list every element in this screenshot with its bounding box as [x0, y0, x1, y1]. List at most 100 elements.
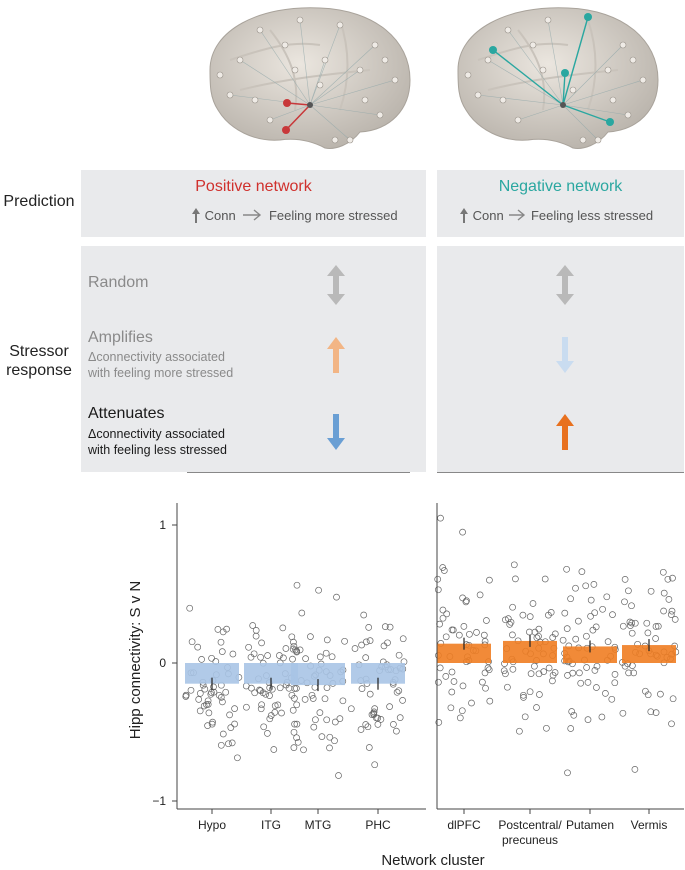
scatter-point: [473, 629, 480, 636]
scatter-point: [210, 683, 217, 691]
scatter-point: [583, 632, 590, 640]
scatter-point: [535, 670, 543, 678]
scatter-point: [364, 723, 372, 731]
scatter-point: [223, 625, 230, 633]
scatter-point: [479, 678, 486, 686]
scatter-point: [310, 723, 318, 731]
scatter-point: [217, 741, 225, 749]
scatter-point: [271, 702, 279, 710]
scatter-point: [434, 586, 442, 594]
y-tick-label: −1: [152, 794, 166, 808]
scatter-point: [393, 688, 401, 696]
scatter-point: [289, 706, 297, 714]
scatter-point: [266, 684, 274, 692]
scatter-point: [257, 705, 265, 713]
scatter-point: [502, 616, 509, 624]
scatter-point: [219, 730, 227, 738]
stressor-response-label: Stressor response: [0, 342, 78, 380]
scatter-point: [531, 628, 539, 636]
bar: [351, 663, 405, 684]
y-tick-label: 0: [159, 656, 166, 670]
scatter-point: [308, 691, 316, 699]
scatter-point: [393, 727, 400, 735]
x-tick-label: precuneus: [502, 833, 558, 847]
scatter-point: [598, 713, 606, 721]
scatter-point: [668, 720, 675, 728]
scatter-point: [312, 716, 319, 724]
scatter-point: [456, 714, 464, 722]
scatter-point: [669, 695, 677, 703]
scatter-point: [529, 600, 537, 607]
scatter-point: [229, 650, 237, 658]
scatter-point: [377, 716, 385, 723]
bar: [563, 646, 617, 663]
scatter-point: [209, 718, 216, 726]
scatter-point: [531, 662, 538, 670]
scatter-point: [250, 650, 258, 658]
scatter-point: [300, 746, 307, 754]
x-tick-label: Hypo: [198, 818, 226, 832]
scatter-point: [435, 678, 442, 686]
scatter-point: [293, 685, 300, 692]
positive-prediction: Conn Feeling more stressed: [191, 206, 398, 224]
scatter-point: [194, 643, 202, 651]
scatter-point: [578, 568, 586, 575]
right-arrow-icon: [243, 209, 262, 221]
scatter-point: [526, 613, 534, 620]
scatter-point: [182, 693, 190, 700]
scatter-point: [590, 581, 598, 588]
scatter-point: [301, 696, 309, 703]
positive-response-panel: Random Amplifies Δconnectivity associate…: [81, 246, 426, 472]
x-tick-label: Vermis: [631, 818, 668, 832]
scatter-point: [200, 702, 208, 710]
scatter-point: [384, 639, 391, 647]
scatter-point: [222, 688, 230, 696]
scatter-point: [592, 623, 600, 631]
scatter-point: [290, 728, 298, 736]
random-label: Random: [88, 274, 149, 291]
attenuates-sub2: with feeling less stressed: [88, 443, 227, 457]
negative-network-brain-image: [457, 7, 659, 149]
scatter-point: [271, 709, 279, 716]
scatter-point: [659, 568, 667, 576]
scatter-point: [520, 694, 527, 701]
scatter-point: [540, 668, 548, 675]
negative-prediction-panel: Negative network Conn Feeling less stres…: [437, 170, 684, 237]
scatter-point: [290, 744, 298, 751]
scatter-point: [630, 669, 638, 677]
scatter-point: [318, 733, 326, 740]
scatter-point: [458, 707, 466, 715]
scatter-point: [572, 584, 579, 592]
scatter-point: [576, 669, 583, 677]
scatter-point: [486, 576, 493, 584]
bars: [185, 634, 676, 692]
x-tick-label: MTG: [305, 818, 332, 832]
scatter-point: [195, 696, 203, 703]
scatter-point: [316, 653, 324, 661]
positive-network-brain-image: [209, 7, 411, 149]
scatter-point: [669, 574, 676, 582]
scatter-point: [516, 727, 523, 735]
scatter-point: [509, 665, 517, 673]
x-tick-label: ITG: [261, 818, 281, 832]
scatter-point: [435, 719, 443, 726]
scatter-point: [205, 709, 213, 717]
scatter-point: [347, 705, 355, 713]
scatter-point: [294, 738, 302, 746]
scatter-point: [276, 684, 284, 692]
positive-effect-text: Feeling more stressed: [268, 208, 398, 223]
scatter-point: [510, 561, 518, 569]
scatter-point: [483, 617, 490, 624]
scatter-point: [593, 684, 600, 691]
scatter-point: [187, 686, 195, 694]
scatter-point: [535, 632, 542, 640]
scatter-point: [611, 671, 619, 678]
scatter-point: [455, 631, 463, 639]
scatter-point: [647, 587, 655, 595]
scatter-point: [293, 734, 300, 742]
hipp-connectivity-chart: −1 0 1 Hypo ITG MTG PHC dlPFC Postcentral/precun…: [127, 503, 684, 869]
scatter-point: [567, 595, 574, 603]
scatter-point: [437, 514, 444, 522]
scatter-point: [381, 623, 389, 630]
x-axis-label: Network cluster: [381, 852, 484, 869]
